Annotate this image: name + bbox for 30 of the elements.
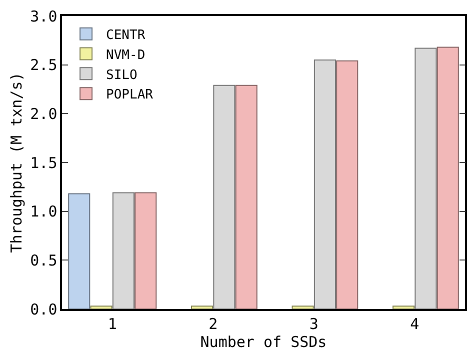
legend-label: NVM-D <box>106 48 146 63</box>
bar <box>436 46 459 309</box>
y-tick-label: 3.0 <box>30 7 58 26</box>
bar <box>235 84 258 309</box>
x-tick-label: 2 <box>208 314 218 333</box>
x-tick-label: 4 <box>410 314 420 333</box>
x-tick-label: 1 <box>108 314 117 333</box>
legend-label: CENTR <box>106 28 146 43</box>
bar <box>414 48 437 309</box>
bar <box>336 60 358 309</box>
bar <box>191 306 214 309</box>
y-axis-title: Throughput (M txn/s) <box>8 72 26 253</box>
legend-label: POPLAR <box>106 88 154 103</box>
bar <box>292 306 314 309</box>
y-tick-label: 0.0 <box>30 300 58 318</box>
legend-label: SILO <box>106 68 138 83</box>
bar <box>213 84 236 309</box>
y-tick-label: 1.0 <box>30 202 58 221</box>
y-tick-label: 1.5 <box>30 154 58 172</box>
bar <box>68 193 90 309</box>
bar <box>90 306 112 309</box>
bar <box>112 192 134 309</box>
bar <box>314 59 336 309</box>
x-tick-label: 3 <box>309 314 318 333</box>
bar <box>134 192 157 309</box>
y-tick-label: 0.5 <box>30 251 58 270</box>
bar <box>392 306 415 309</box>
y-tick-label: 2.5 <box>30 56 58 74</box>
x-axis-title: Number of SSDs <box>200 332 327 351</box>
y-tick-label: 2.0 <box>30 104 58 123</box>
